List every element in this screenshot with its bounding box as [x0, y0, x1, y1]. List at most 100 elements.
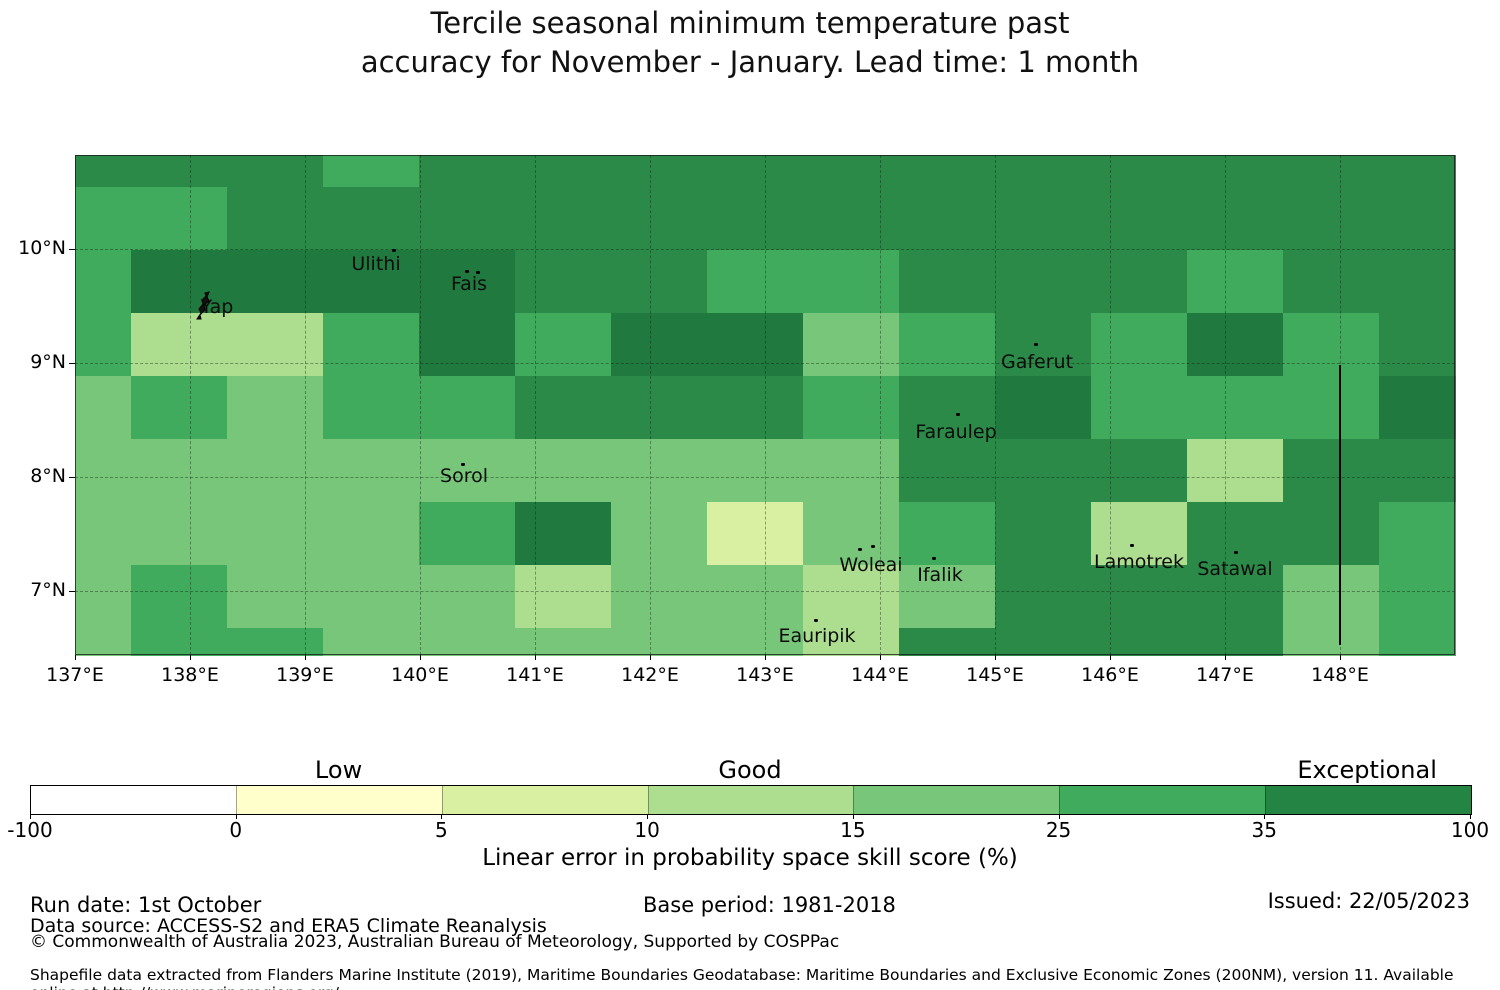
map-cell: [803, 313, 900, 377]
map-cell: [995, 250, 1092, 314]
map-cell: [323, 187, 420, 251]
map-cell: [1091, 313, 1188, 377]
map-cell: [803, 502, 900, 566]
x-tick-label: 148°E: [1311, 664, 1369, 686]
run-date-text: Run date: 1st October: [30, 893, 262, 917]
colorbar-tick-label: 15: [840, 818, 866, 842]
x-tick-mark: [1110, 655, 1111, 660]
map-cell: [323, 250, 420, 314]
map-cell: [995, 313, 1092, 377]
colorbar-tick-mark: [852, 814, 854, 819]
map-cell: [1091, 187, 1188, 251]
gridline-meridian: [1225, 155, 1226, 655]
map-cell: [611, 250, 708, 314]
shapefile-attribution-text: Shapefile data extracted from Flanders M…: [30, 966, 1454, 990]
x-tick-mark: [190, 655, 191, 660]
map-cell: [419, 565, 516, 629]
map-cell: [227, 565, 324, 629]
y-tick-label: 7°N: [30, 579, 66, 601]
map-cell: [803, 439, 900, 503]
map-cell: [1379, 376, 1456, 440]
island-marker-satawal: [1234, 551, 1238, 554]
map-cell: [899, 565, 996, 629]
x-tick-label: 146°E: [1081, 664, 1139, 686]
map-cell: [611, 187, 708, 251]
island-marker-lamotrek: [1130, 544, 1134, 547]
gridline-meridian: [995, 155, 996, 655]
x-tick-label: 140°E: [391, 664, 449, 686]
island-marker-gaferut: [1034, 343, 1038, 346]
map-cell: [707, 187, 804, 251]
map-cell: [1091, 250, 1188, 314]
colorbar-tick-label: 5: [435, 818, 448, 842]
map-cell: [75, 187, 132, 251]
island-label-faraulep: Faraulep: [915, 421, 997, 443]
map-plot: Yap Ulithi Fais Gaferut Faraulep Sorol Woleai I…: [75, 155, 1456, 656]
island-marker-woleai: [858, 548, 862, 551]
map-cell: [899, 376, 996, 440]
map-cell: [1283, 250, 1380, 314]
map-cell: [995, 155, 1092, 188]
map-cell: [1187, 502, 1284, 566]
map-cell: [1091, 565, 1188, 629]
map-cell: [515, 502, 612, 566]
gridline-meridian: [190, 155, 191, 655]
island-marker-sorol: [461, 463, 465, 466]
gridline-meridian: [650, 155, 651, 655]
island-marker-ulithi: [392, 249, 396, 252]
map-cell: [75, 628, 132, 656]
chart-title-line2: accuracy for November - January. Lead ti…: [360, 45, 1140, 79]
map-cell: [899, 502, 996, 566]
map-cell: [227, 628, 324, 656]
map-cell: [227, 187, 324, 251]
eez-boundary-line: [1339, 365, 1341, 645]
map-cell: [803, 565, 900, 629]
map-cell: [899, 250, 996, 314]
x-tick-label: 144°E: [851, 664, 909, 686]
x-tick-mark: [75, 655, 76, 660]
map-cell: [75, 313, 132, 377]
map-cell: [1187, 155, 1284, 188]
map-cell: [707, 502, 804, 566]
map-cell: [227, 502, 324, 566]
map-cell: [515, 376, 612, 440]
x-tick-mark: [535, 655, 536, 660]
map-cell: [1283, 187, 1380, 251]
x-tick-mark: [1225, 655, 1226, 660]
map-cell: [707, 628, 804, 656]
map-cell: [515, 628, 612, 656]
colorbar-label-exceptional: Exceptional: [1297, 756, 1437, 784]
map-cell: [1091, 628, 1188, 656]
map-cell: [1379, 628, 1456, 656]
map-cell: [707, 155, 804, 188]
map-cell: [323, 439, 420, 503]
map-cell: [1283, 155, 1380, 188]
colorbar-segment: [1059, 786, 1266, 814]
gridline-meridian: [765, 155, 766, 655]
map-cell: [419, 155, 516, 188]
map-cell: [419, 187, 516, 251]
map-cell: [131, 376, 228, 440]
map-cell: [131, 155, 228, 188]
map-cell: [227, 155, 324, 188]
island-label-eauripik: Eauripik: [778, 625, 856, 647]
map-cell: [131, 628, 228, 656]
colorbar-tick-label: -100: [7, 818, 53, 842]
map-cell: [1283, 628, 1380, 656]
y-tick-mark: [69, 249, 75, 250]
island-marker-faraulep: [956, 413, 960, 416]
gridline-parallel: [75, 591, 1455, 592]
island-label-satawal: Satawal: [1197, 558, 1273, 580]
map-cell: [611, 565, 708, 629]
map-cell: [803, 187, 900, 251]
map-cell: [131, 250, 228, 314]
map-cell: [995, 439, 1092, 503]
map-cell: [323, 376, 420, 440]
x-tick-label: 145°E: [966, 664, 1024, 686]
map-cell: [899, 439, 996, 503]
map-cell: [611, 155, 708, 188]
island-label-ifalik: Ifalik: [917, 564, 963, 586]
map-cell: [515, 155, 612, 188]
island-marker-woleai: [871, 545, 875, 548]
map-cell: [611, 439, 708, 503]
